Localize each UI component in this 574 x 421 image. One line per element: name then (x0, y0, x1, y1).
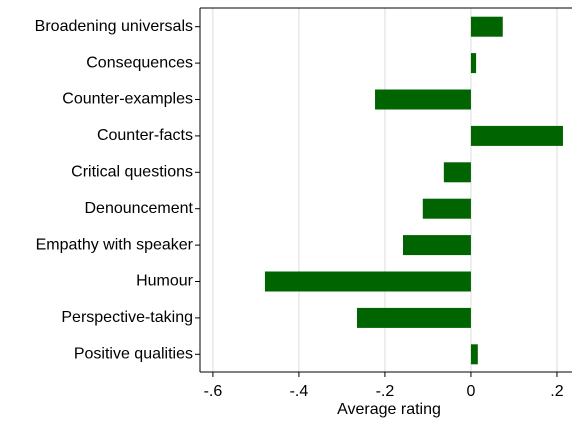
bar (264, 271, 471, 292)
y-tick-label: Humour (136, 273, 194, 290)
x-tick-label: -.4 (290, 383, 309, 400)
bar (470, 16, 503, 37)
x-tick-label: -.6 (204, 383, 223, 400)
y-tick-label: Broadening universals (35, 18, 193, 35)
y-tick-label: Denouncement (84, 200, 193, 217)
x-tick-label: -.2 (376, 383, 395, 400)
bar (443, 162, 471, 183)
y-tick-label: Perspective-taking (61, 309, 193, 326)
y-tick-label: Critical questions (71, 164, 193, 181)
x-tick-label: 0 (466, 383, 475, 400)
bar (356, 307, 471, 328)
y-tick-label: Counter-examples (62, 91, 193, 108)
bar (470, 344, 478, 365)
bar (422, 198, 471, 219)
y-tick-label: Consequences (86, 54, 193, 71)
y-tick-label: Positive qualities (74, 346, 193, 363)
x-axis-label: Average rating (337, 401, 441, 418)
bar (375, 89, 471, 110)
x-tick-label: .2 (550, 383, 563, 400)
y-tick-label: Empathy with speaker (36, 236, 194, 253)
y-tick-label: Counter-facts (97, 127, 193, 144)
bar (402, 235, 471, 256)
bar (470, 53, 477, 74)
bar (470, 125, 563, 146)
